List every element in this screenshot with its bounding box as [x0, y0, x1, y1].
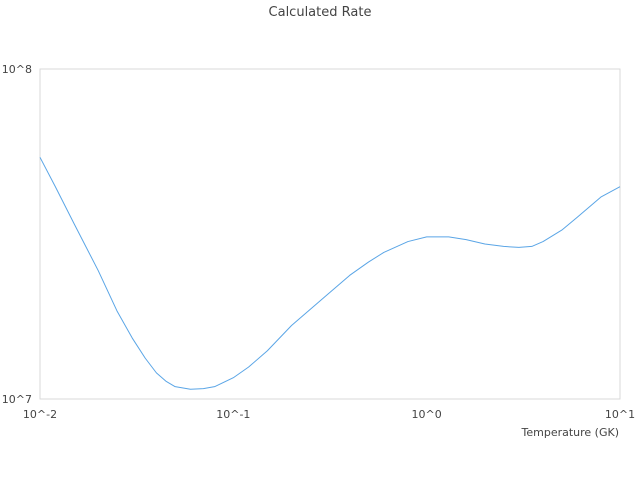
- x-tick-label: 10^-2: [23, 408, 57, 421]
- x-axis: 10^-2 10^-1 10^0 10^1: [23, 408, 635, 421]
- x-tick-label: 10^1: [605, 408, 635, 421]
- y-axis: 10^7 10^8: [2, 63, 32, 406]
- series-line: [39, 157, 621, 390]
- y-tick-label: 10^7: [2, 393, 32, 406]
- plot-area: [39, 68, 621, 400]
- x-axis-label: Temperature (GK): [521, 426, 620, 439]
- x-tick-label: 10^-1: [216, 408, 250, 421]
- x-tick-label: 10^0: [412, 408, 442, 421]
- y-tick-label: 10^8: [2, 63, 32, 76]
- chart-title: Calculated Rate: [269, 5, 372, 20]
- series-layer: [39, 157, 621, 390]
